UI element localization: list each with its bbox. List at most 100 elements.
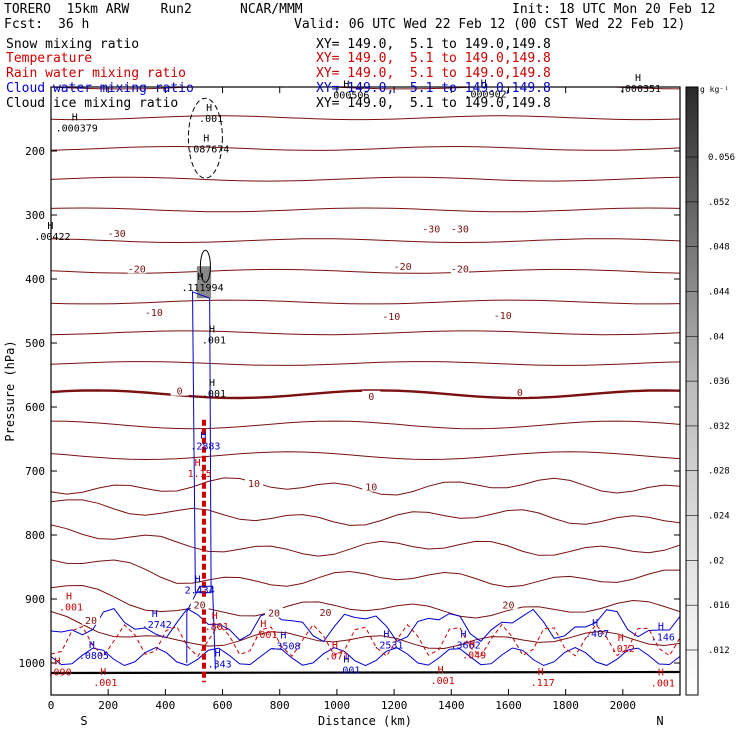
- temperature-contour: [51, 207, 680, 213]
- cloud-ice-contour: [199, 249, 211, 283]
- temperature-contour: [51, 299, 680, 305]
- model-title: TORERO 15km ARW Run2: [4, 2, 192, 17]
- temperature-label: -20: [128, 264, 146, 275]
- temperature-label-bg: [127, 263, 146, 274]
- x-tick-label: 2000: [610, 699, 637, 712]
- temperature-label-bg: [316, 607, 335, 618]
- temperature-contour: [51, 87, 680, 90]
- temperature-contour: [51, 524, 680, 557]
- temperature-contour: [51, 451, 680, 461]
- y-tick-label: 900: [25, 593, 45, 606]
- extrema-marker: H: [635, 73, 641, 84]
- colorbar-tick-label: .016: [708, 601, 730, 611]
- colorbar-tick-label: .036: [708, 377, 730, 387]
- axis-ticks: 0 200 400 600 800 1000 1200 1400 1600 1800 2000200…: [19, 87, 680, 712]
- forecast-label: Fcst:: [4, 17, 44, 32]
- temperature-label-bg: [450, 223, 469, 234]
- colorbar-tick-label: .024: [708, 512, 730, 522]
- extrema-marker: H: [55, 657, 61, 668]
- extrema-marker: H: [332, 641, 338, 652]
- colorbar-tick-label: .02: [708, 556, 724, 566]
- y-tick-label: 600: [25, 401, 45, 414]
- temperature-label-bg: [265, 607, 284, 618]
- extrema-label: .801: [205, 622, 229, 633]
- cloud-water-contour: [51, 647, 680, 667]
- temperature-label: 20: [268, 609, 280, 620]
- extrema-marker: H: [100, 667, 106, 678]
- temperature-contour: [51, 611, 680, 650]
- south-label: S: [80, 714, 87, 728]
- extrema-marker: H: [438, 665, 444, 676]
- temperature-label: 10: [365, 483, 377, 494]
- surface-line: [51, 670, 680, 675]
- extrema-label: .111994: [181, 283, 223, 294]
- extrema-marker: H: [481, 79, 487, 90]
- org-label: NCAR/MMM: [240, 2, 303, 17]
- temperature-contour: [51, 176, 680, 182]
- cloud-water-contour: [51, 608, 680, 643]
- temperature-label-bg: [510, 386, 529, 397]
- plot-frame: [50, 86, 681, 696]
- extrema-marker: H: [47, 221, 53, 232]
- forecast-hour: 36 h: [58, 17, 90, 32]
- temperature-contour: [51, 584, 680, 619]
- x-tick-label: 0: [48, 699, 55, 712]
- cloud-ice-contour: [187, 97, 223, 179]
- extrema-marker: H: [200, 431, 206, 442]
- extrema-label: .001: [431, 676, 455, 687]
- legend-snow-coords: XY= 149.0, 5.1 to 149.0,149.8: [316, 37, 551, 52]
- extrema-label: .00422: [34, 232, 70, 243]
- extrema-label: .3662: [451, 641, 481, 652]
- y-tick-label: 1000: [19, 657, 46, 670]
- extrema-label: .001: [336, 666, 360, 677]
- colorbar-tick-label: .028: [708, 467, 730, 477]
- legend-cloud-ice: Cloud ice mixing ratio: [6, 96, 179, 111]
- x-tick-label: 800: [270, 699, 290, 712]
- x-tick-label: 1800: [552, 699, 579, 712]
- y-tick-label: 800: [25, 529, 45, 542]
- x-axis-title: Distance (km): [318, 714, 412, 728]
- temperature-label-bg: [82, 614, 101, 625]
- extrema-marker: H: [260, 619, 266, 630]
- temperature-label: 0: [517, 388, 523, 399]
- colorbar-unit: g kg⁻¹: [700, 85, 729, 94]
- extrema-label: .117: [531, 678, 555, 689]
- extrema-marker: H: [209, 378, 215, 389]
- extrema-label: .001: [253, 630, 277, 641]
- contour-labels: -30 -30 -30 -20 -20 -20 -10 -10 -10 0 0 0 10 10 20 20 20…: [34, 73, 675, 690]
- temperature-label: -20: [451, 264, 469, 275]
- extrema-marker: H: [618, 633, 624, 644]
- temperature-label: 20: [502, 600, 514, 611]
- temperature-label: -20: [394, 262, 412, 273]
- extrema-label: .2883: [190, 442, 220, 453]
- temperature-label: 0: [368, 392, 374, 403]
- extrema-label: .001: [202, 389, 226, 400]
- extrema-marker: H: [215, 648, 221, 659]
- temperature-label: -30: [422, 225, 440, 236]
- temperature-label: 10: [248, 479, 260, 490]
- colorbar-tick-label: .012: [708, 646, 730, 656]
- extrema-marker: H: [343, 79, 349, 90]
- extrema-marker: H: [658, 667, 664, 678]
- extrema-label: .000379: [56, 124, 98, 135]
- extrema-label: .407: [585, 629, 609, 640]
- y-tick-label: 500: [25, 337, 45, 350]
- temperature-label-bg: [382, 310, 401, 321]
- cloud-water-contour: [186, 585, 216, 670]
- extrema-label: .049: [462, 650, 486, 661]
- temperature-label-bg: [190, 599, 209, 610]
- colorbar-tick-label: .04: [708, 332, 724, 342]
- extrema-marker: H: [280, 630, 286, 641]
- legend-cloud-ice-coords: XY= 149.0, 5.1 to 149.0,149.8: [316, 96, 551, 111]
- legend-rain: Rain water mixing ratio: [6, 66, 187, 81]
- colorbar-tick-label: .048: [708, 243, 730, 253]
- extrema-marker: H: [89, 640, 95, 651]
- legend-temperature: Temperature: [6, 51, 93, 66]
- y-axis-title: Pressure (hPa): [3, 340, 17, 441]
- y-tick-label: 400: [25, 273, 45, 286]
- extrema-label: .000351: [619, 84, 661, 95]
- extrema-marker: H: [195, 575, 201, 586]
- temperature-label: 20: [319, 608, 331, 619]
- temperature-label-bg: [362, 481, 381, 492]
- temperature-contour: [51, 361, 680, 366]
